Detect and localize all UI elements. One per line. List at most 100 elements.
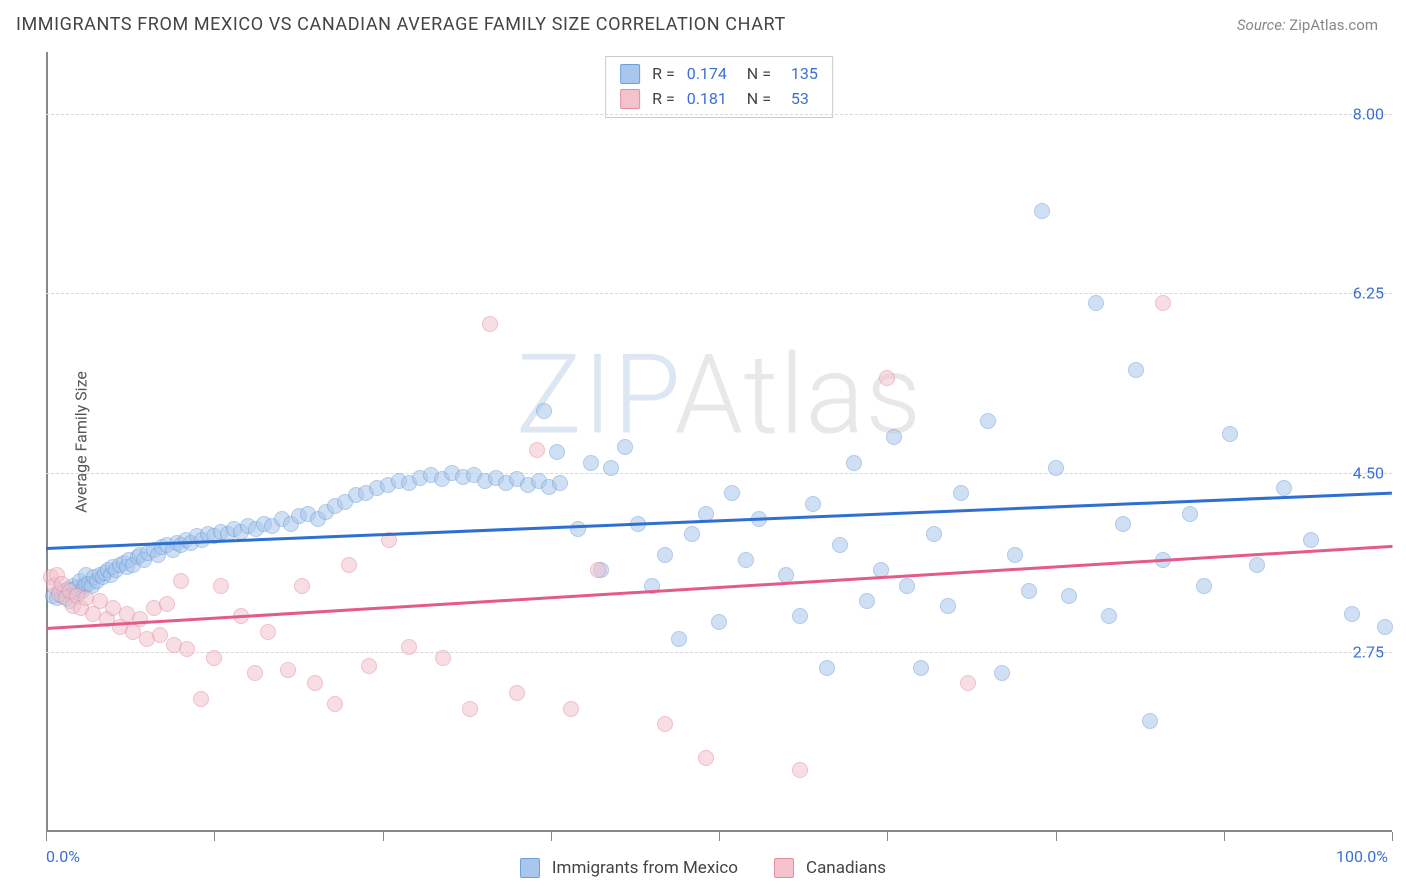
scatter-point	[1182, 506, 1198, 522]
scatter-point	[886, 429, 902, 445]
scatter-point	[879, 370, 895, 386]
scatter-point	[1088, 295, 1104, 311]
stats-legend-row: R = 0.181 N = 53	[620, 87, 818, 112]
scatter-point	[529, 442, 545, 458]
scatter-point	[435, 650, 451, 666]
scatter-point	[213, 578, 229, 594]
watermark-part-a: ZIP	[516, 331, 675, 460]
scatter-point	[361, 658, 377, 674]
legend-item: Canadians	[774, 858, 886, 878]
scatter-point	[1222, 426, 1238, 442]
scatter-point	[1142, 713, 1158, 729]
scatter-point	[684, 526, 700, 542]
plot-area: Average Family Size ZIPAtlas R = 0.174 N…	[46, 52, 1392, 832]
stat-r-value: 0.181	[687, 87, 727, 112]
scatter-point	[724, 485, 740, 501]
scatter-point	[401, 639, 417, 655]
scatter-point	[341, 557, 357, 573]
scatter-point	[173, 573, 189, 589]
scatter-point	[1115, 516, 1131, 532]
scatter-point	[805, 496, 821, 512]
scatter-point	[327, 696, 343, 712]
scatter-point	[563, 701, 579, 717]
x-tick	[887, 832, 888, 841]
scatter-point	[1276, 480, 1292, 496]
scatter-point	[482, 316, 498, 332]
legend-label: Immigrants from Mexico	[552, 858, 738, 878]
source-value: ZipAtlas.com	[1289, 16, 1378, 34]
scatter-point	[132, 611, 148, 627]
scatter-point	[549, 444, 565, 460]
scatter-point	[832, 537, 848, 553]
scatter-plot: ZIPAtlas R = 0.174 N = 135R = 0.181 N = …	[46, 52, 1392, 832]
scatter-point	[1377, 619, 1393, 635]
scatter-point	[1249, 557, 1265, 573]
x-tick	[214, 832, 215, 841]
scatter-point	[280, 662, 296, 678]
scatter-point	[1303, 532, 1319, 548]
y-axis-line	[46, 52, 48, 832]
legend-swatch	[620, 64, 640, 84]
scatter-point	[1196, 578, 1212, 594]
y-tick-label: 4.50	[1353, 463, 1384, 482]
scatter-point	[260, 624, 276, 640]
stat-r-value: 0.174	[687, 62, 727, 87]
x-tick	[1056, 832, 1057, 841]
legend-swatch	[620, 89, 640, 109]
scatter-point	[1344, 606, 1360, 622]
scatter-point	[1034, 203, 1050, 219]
scatter-point	[583, 455, 599, 471]
scatter-point	[926, 526, 942, 542]
scatter-point	[792, 608, 808, 624]
stats-legend-row: R = 0.174 N = 135	[620, 62, 818, 87]
gridline	[46, 114, 1392, 115]
legend-swatch	[774, 858, 794, 878]
series-legend: Immigrants from Mexico Canadians	[0, 858, 1406, 878]
watermark: ZIPAtlas	[516, 331, 922, 460]
scatter-point	[206, 650, 222, 666]
scatter-point	[960, 675, 976, 691]
scatter-point	[509, 685, 525, 701]
chart-title: IMMIGRANTS FROM MEXICO VS CANADIAN AVERA…	[16, 14, 786, 35]
y-tick-label: 6.25	[1353, 284, 1384, 303]
scatter-point	[617, 439, 633, 455]
scatter-point	[657, 547, 673, 563]
scatter-point	[738, 552, 754, 568]
scatter-point	[1021, 583, 1037, 599]
scatter-point	[953, 485, 969, 501]
chart-header: IMMIGRANTS FROM MEXICO VS CANADIAN AVERA…	[0, 0, 1406, 35]
scatter-point	[711, 614, 727, 630]
source-label: Source:	[1237, 16, 1286, 34]
scatter-point	[603, 460, 619, 476]
scatter-point	[1101, 608, 1117, 624]
y-tick-label: 8.00	[1353, 104, 1384, 123]
stat-n-label: N =	[735, 62, 775, 87]
scatter-point	[1155, 295, 1171, 311]
scatter-point	[1061, 588, 1077, 604]
legend-swatch	[520, 858, 540, 878]
x-tick	[383, 832, 384, 841]
scatter-point	[570, 521, 586, 537]
x-tick	[1392, 832, 1393, 841]
scatter-point	[980, 413, 996, 429]
y-tick-label: 2.75	[1353, 643, 1384, 662]
scatter-point	[657, 716, 673, 732]
x-tick	[551, 832, 552, 841]
scatter-point	[671, 631, 687, 647]
stats-legend: R = 0.174 N = 135R = 0.181 N = 53	[605, 56, 833, 118]
scatter-point	[859, 593, 875, 609]
stat-r-label: R =	[652, 87, 679, 112]
stat-n-value: 53	[783, 87, 809, 112]
scatter-point	[1007, 547, 1023, 563]
scatter-point	[294, 578, 310, 594]
scatter-point	[792, 762, 808, 778]
scatter-point	[819, 660, 835, 676]
stat-n-value: 135	[783, 62, 818, 87]
scatter-point	[552, 475, 568, 491]
scatter-point	[536, 403, 552, 419]
scatter-point	[899, 578, 915, 594]
scatter-point	[462, 701, 478, 717]
scatter-point	[913, 660, 929, 676]
gridline	[46, 293, 1392, 294]
scatter-point	[179, 641, 195, 657]
